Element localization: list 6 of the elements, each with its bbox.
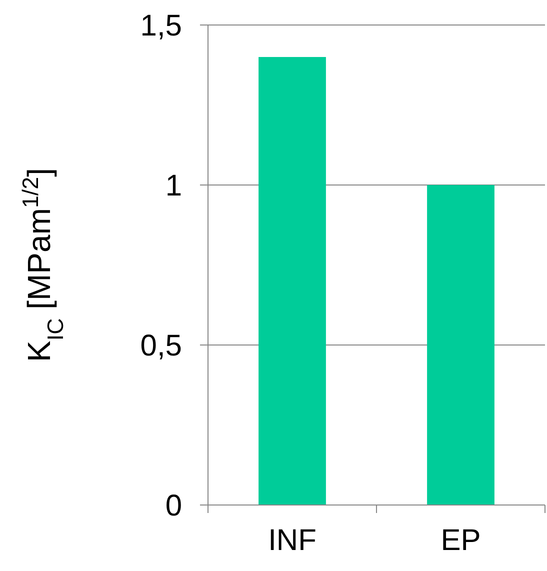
x-tick-label: EP	[440, 524, 481, 557]
y-tick-label: 1	[165, 170, 182, 202]
x-tick-label: INF	[268, 524, 316, 557]
y-tick-label: 0	[165, 490, 182, 522]
y-tick-label: 0,5	[140, 330, 182, 362]
y-tick-label: 1,5	[140, 10, 182, 42]
